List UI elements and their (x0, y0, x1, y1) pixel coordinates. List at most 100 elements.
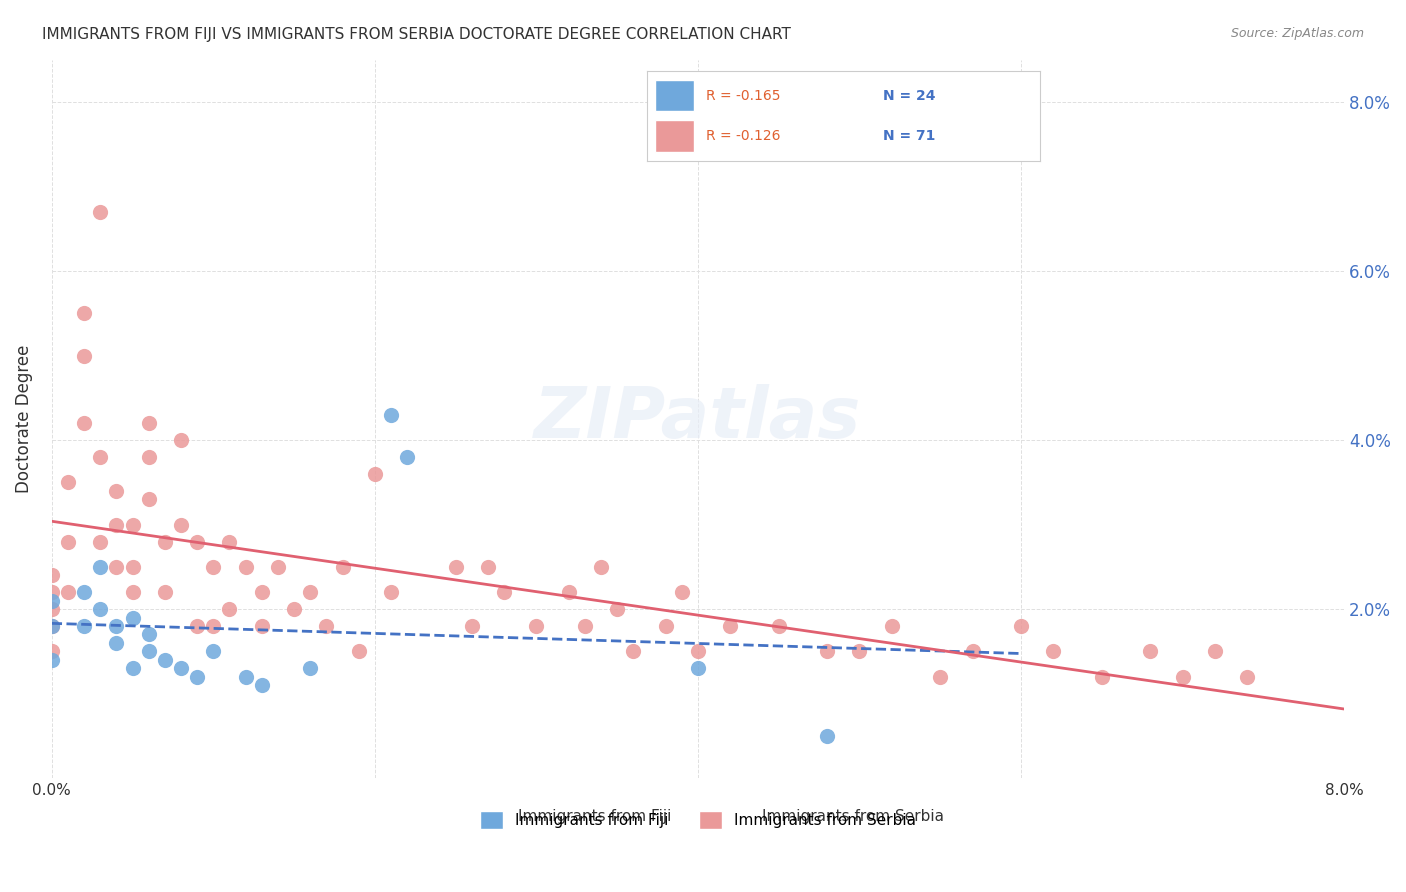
Point (170, 517, 193, 532)
Point (41, 593, 63, 607)
Point (41, 644, 63, 658)
Point (89, 559, 111, 574)
Point (1042, 644, 1064, 658)
Point (186, 619, 208, 633)
Point (1010, 619, 1032, 633)
Point (105, 483, 128, 498)
Point (621, 644, 644, 658)
Point (477, 559, 499, 574)
Text: ZIPatlas: ZIPatlas (534, 384, 862, 453)
Point (138, 644, 160, 658)
Point (121, 585, 143, 599)
Point (1139, 644, 1161, 658)
Point (1091, 670, 1114, 684)
Point (138, 416, 160, 430)
Point (41, 619, 63, 633)
Point (73, 585, 96, 599)
Legend: Immigrants from Fiji, Immigrants from Serbia: Immigrants from Fiji, Immigrants from Se… (474, 805, 922, 835)
Point (121, 559, 143, 574)
Point (250, 678, 273, 692)
Point (1171, 670, 1194, 684)
Point (686, 644, 709, 658)
Point (218, 534, 240, 549)
Point (202, 619, 225, 633)
Point (73, 306, 96, 320)
Point (202, 559, 225, 574)
Point (1204, 644, 1226, 658)
Text: R = -0.126: R = -0.126 (706, 129, 780, 144)
Point (41, 602, 63, 616)
Point (56, 534, 79, 549)
Point (89, 602, 111, 616)
Point (186, 670, 208, 684)
Text: N = 71: N = 71 (883, 129, 935, 144)
Point (671, 585, 693, 599)
Point (89, 450, 111, 464)
Point (121, 661, 143, 675)
Point (41, 619, 63, 633)
Point (526, 619, 548, 633)
Point (121, 610, 143, 624)
Point (153, 534, 176, 549)
Point (299, 661, 322, 675)
Point (654, 619, 676, 633)
Point (121, 517, 143, 532)
Point (962, 644, 984, 658)
Point (880, 619, 903, 633)
Text: IMMIGRANTS FROM FIJI VS IMMIGRANTS FROM SERBIA DOCTORATE DEGREE CORRELATION CHAR: IMMIGRANTS FROM FIJI VS IMMIGRANTS FROM … (42, 27, 792, 42)
Text: N = 24: N = 24 (883, 89, 935, 103)
Point (89, 204, 111, 219)
Text: Source: ZipAtlas.com: Source: ZipAtlas.com (1230, 27, 1364, 40)
Point (589, 559, 612, 574)
Point (299, 585, 322, 599)
Point (267, 559, 290, 574)
Point (218, 602, 240, 616)
Point (380, 585, 402, 599)
Point (444, 559, 467, 574)
Point (153, 653, 176, 667)
Point (73, 619, 96, 633)
Point (138, 492, 160, 507)
Point (815, 729, 838, 743)
Point (396, 450, 419, 464)
Point (153, 585, 176, 599)
Point (283, 602, 305, 616)
Point (138, 450, 160, 464)
Point (105, 517, 128, 532)
Point (56, 585, 79, 599)
Point (170, 433, 193, 447)
Point (41, 585, 63, 599)
Point (73, 416, 96, 430)
Point (461, 619, 484, 633)
Point (235, 670, 257, 684)
Point (606, 602, 628, 616)
Text: Immigrants from Serbia: Immigrants from Serbia (762, 809, 943, 824)
Point (332, 559, 354, 574)
Point (1236, 670, 1258, 684)
Point (768, 619, 790, 633)
Point (105, 619, 128, 633)
Point (105, 636, 128, 650)
Point (315, 619, 337, 633)
Point (202, 644, 225, 658)
Point (73, 349, 96, 363)
Point (686, 661, 709, 675)
Point (364, 467, 387, 481)
Point (250, 585, 273, 599)
Point (848, 644, 870, 658)
Point (105, 559, 128, 574)
Point (56, 475, 79, 490)
FancyBboxPatch shape (655, 120, 695, 152)
Point (718, 619, 741, 633)
Point (815, 644, 838, 658)
Point (170, 661, 193, 675)
Point (494, 585, 516, 599)
Point (89, 534, 111, 549)
FancyBboxPatch shape (655, 80, 695, 112)
Point (250, 619, 273, 633)
Y-axis label: Doctorate Degree: Doctorate Degree (15, 344, 32, 493)
Point (138, 627, 160, 641)
Point (347, 644, 370, 658)
Point (557, 585, 579, 599)
Point (574, 619, 596, 633)
